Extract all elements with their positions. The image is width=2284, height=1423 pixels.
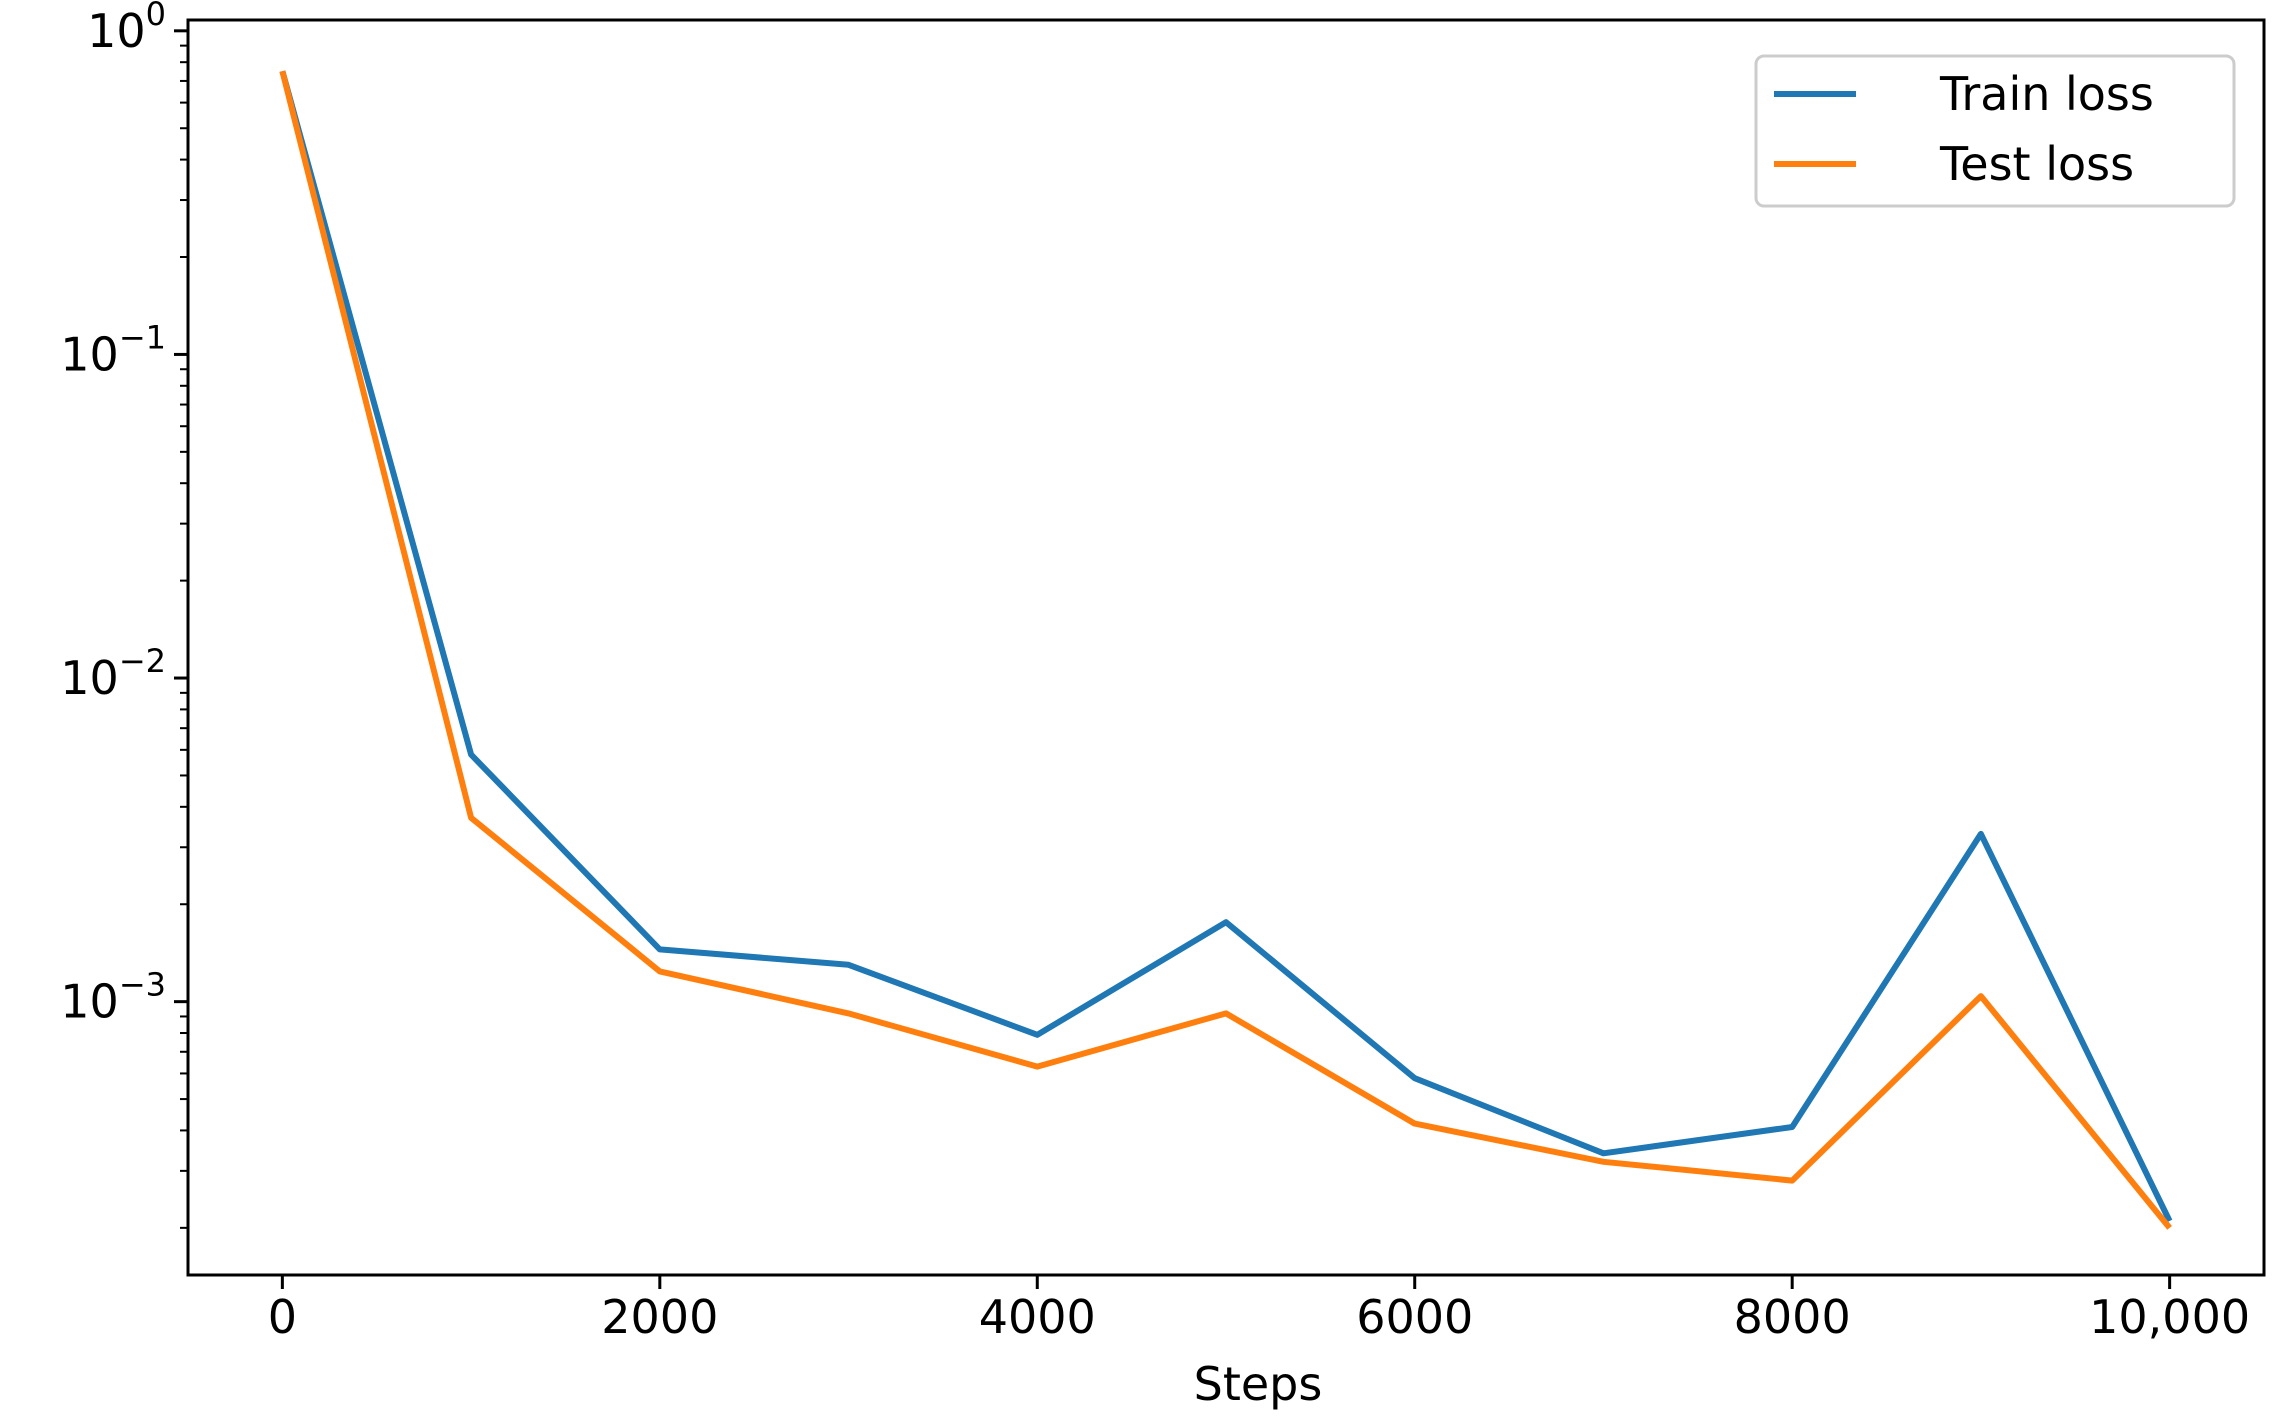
y-tick-label: 10−1 [60, 318, 166, 381]
axes: 0 2000 4000 6000 8000 10,000 100 10−1 10−2 10−3 [60, 0, 2266, 1344]
series-line-train [279, 70, 2173, 1223]
axes-frame [186, 18, 2266, 1277]
plot-area [279, 70, 2173, 1230]
x-tick-label: 4000 [979, 1290, 1096, 1344]
y-tick-label: 10−3 [60, 966, 166, 1029]
legend-label: Test loss [1939, 137, 2134, 191]
series-line-test [279, 70, 2172, 1230]
legend-label: Train loss [1939, 67, 2154, 121]
y-tick-label: 10−2 [60, 642, 166, 705]
x-tick-label: 6000 [1356, 1290, 1473, 1344]
legend: Train loss Test loss [1754, 54, 2236, 208]
x-tick-label: 2000 [601, 1290, 718, 1344]
x-tick-label: 10,000 [2089, 1290, 2250, 1344]
x-axis-label: Steps [1194, 1357, 1323, 1411]
x-tick-label: 8000 [1734, 1290, 1851, 1344]
legend-box [1754, 54, 2236, 208]
y-tick-label: 100 [87, 0, 166, 58]
x-tick-label: 0 [268, 1290, 297, 1344]
